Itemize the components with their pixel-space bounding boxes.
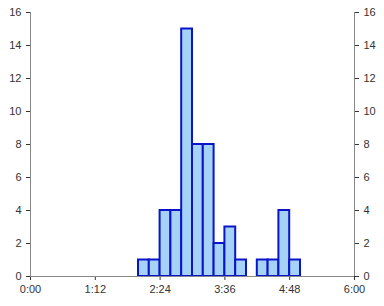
svg-text:10: 10 (9, 105, 21, 117)
svg-text:14: 14 (364, 39, 376, 51)
svg-text:0:00: 0:00 (20, 283, 41, 295)
svg-text:2: 2 (364, 237, 370, 249)
svg-text:14: 14 (9, 39, 21, 51)
svg-text:8: 8 (364, 138, 370, 150)
svg-text:8: 8 (15, 138, 21, 150)
svg-text:12: 12 (364, 72, 376, 84)
svg-text:2: 2 (15, 237, 21, 249)
svg-text:4: 4 (364, 204, 370, 216)
svg-text:12: 12 (9, 72, 21, 84)
svg-text:2:24: 2:24 (149, 283, 170, 295)
svg-text:4: 4 (15, 204, 21, 216)
svg-text:0: 0 (15, 270, 21, 282)
svg-text:10: 10 (364, 105, 376, 117)
svg-text:1:12: 1:12 (85, 283, 106, 295)
svg-text:16: 16 (9, 6, 21, 18)
svg-text:4:48: 4:48 (279, 283, 300, 295)
svg-text:6:00: 6:00 (344, 283, 365, 295)
svg-text:6: 6 (15, 171, 21, 183)
svg-text:0: 0 (364, 270, 370, 282)
svg-text:6: 6 (364, 171, 370, 183)
svg-text:3:36: 3:36 (214, 283, 235, 295)
svg-text:16: 16 (364, 6, 376, 18)
